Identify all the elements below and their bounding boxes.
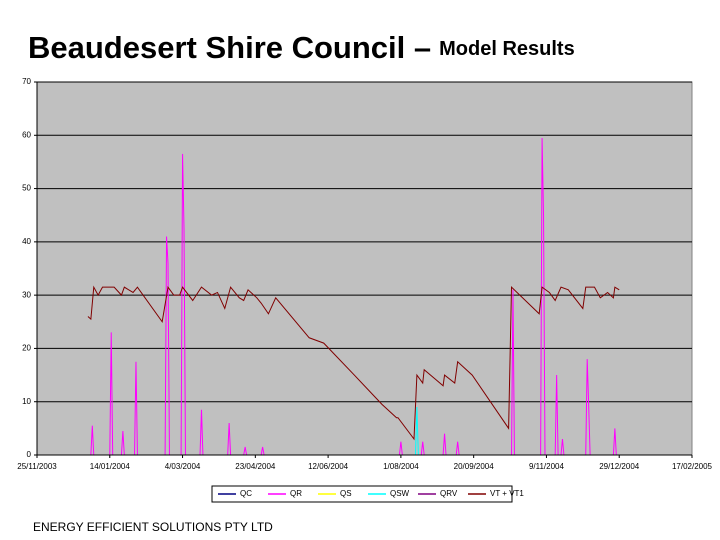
y-tick-label: 40 [22, 237, 31, 246]
plot-area [36, 81, 693, 456]
legend-box [211, 485, 513, 503]
y-tick-label: 60 [22, 130, 31, 139]
series-line [414, 407, 419, 456]
x-tick-label: 17/02/2005 [672, 462, 713, 471]
legend-label: QS [340, 489, 352, 498]
y-tick-label: 30 [22, 290, 31, 299]
legend-label: QSW [390, 489, 410, 498]
footer: ENERGY EFFICIENT SOLUTIONS PTY LTD [33, 520, 273, 534]
y-tick-label: 20 [22, 344, 31, 353]
legend-label: VT + VT1 [490, 489, 524, 498]
legend-label: QR [290, 489, 302, 498]
title-main: Beaudesert Shire Council – [28, 30, 431, 65]
legend-label: QRV [440, 489, 458, 498]
series-line [87, 285, 620, 441]
x-tick-label: 29/12/2004 [599, 462, 640, 471]
y-tick-label: 10 [22, 397, 31, 406]
y-tick-label: 0 [27, 450, 32, 459]
x-tick-label: 23/04/2004 [235, 462, 276, 471]
x-tick-label: 4/03/2004 [165, 462, 201, 471]
x-tick-label: 20/09/2004 [454, 462, 495, 471]
legend-label: QC [240, 489, 252, 498]
y-tick-label: 50 [22, 184, 31, 193]
x-tick-label: 1/08/2004 [383, 462, 419, 471]
title: Beaudesert Shire Council – Model Results [28, 30, 575, 65]
x-tick-label: 25/11/2003 [17, 462, 57, 471]
y-tick-label: 70 [22, 77, 31, 86]
x-tick-label: 9/11/2004 [529, 462, 565, 471]
x-tick-label: 12/06/2004 [308, 462, 349, 471]
title-sub: Model Results [439, 38, 575, 60]
x-tick-label: 14/01/2004 [90, 462, 131, 471]
